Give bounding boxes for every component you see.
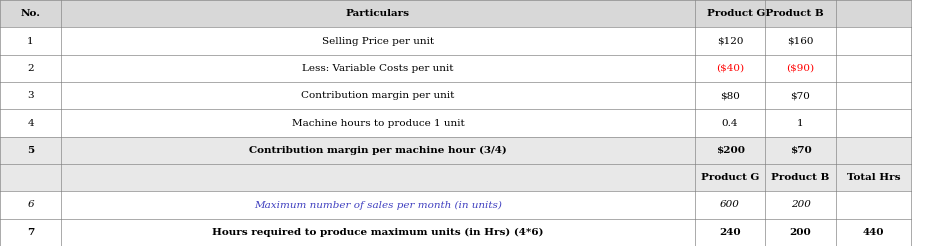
Bar xyxy=(0,27,911,55)
Text: $160: $160 xyxy=(787,36,814,46)
Text: No.: No. xyxy=(21,9,40,18)
Text: $200: $200 xyxy=(716,146,745,155)
Text: 200: 200 xyxy=(790,228,811,237)
Bar xyxy=(0,82,911,109)
Bar xyxy=(0,109,911,137)
Text: 1: 1 xyxy=(27,36,34,46)
Text: Product G: Product G xyxy=(700,173,760,182)
Text: 600: 600 xyxy=(720,200,740,210)
Bar xyxy=(0,0,911,27)
Bar xyxy=(0,164,911,191)
Bar xyxy=(0,55,911,82)
Text: 4: 4 xyxy=(27,119,34,127)
Text: Particulars: Particulars xyxy=(346,9,410,18)
Text: $80: $80 xyxy=(720,91,740,100)
Text: 440: 440 xyxy=(863,228,884,237)
Bar xyxy=(0,137,911,164)
Text: 5: 5 xyxy=(27,146,34,155)
Text: Less: Variable Costs per unit: Less: Variable Costs per unit xyxy=(302,64,454,73)
Text: $70: $70 xyxy=(791,91,810,100)
Text: 0.4: 0.4 xyxy=(722,119,738,127)
Bar xyxy=(0,191,911,219)
Text: Contribution margin per unit: Contribution margin per unit xyxy=(301,91,454,100)
Text: ($40): ($40) xyxy=(716,64,744,73)
Text: 1: 1 xyxy=(797,119,804,127)
Text: Machine hours to produce 1 unit: Machine hours to produce 1 unit xyxy=(292,119,464,127)
Text: Total Hrs: Total Hrs xyxy=(847,173,900,182)
Text: 7: 7 xyxy=(27,228,34,237)
Text: Product GProduct B: Product GProduct B xyxy=(707,9,824,18)
Text: Hours required to produce maximum units (in Hrs) (4*6): Hours required to produce maximum units … xyxy=(212,228,544,237)
Text: Maximum number of sales per month (in units): Maximum number of sales per month (in un… xyxy=(254,200,501,210)
Text: 240: 240 xyxy=(719,228,741,237)
Text: Selling Price per unit: Selling Price per unit xyxy=(322,36,434,46)
Text: ($90): ($90) xyxy=(787,64,814,73)
Text: 3: 3 xyxy=(27,91,34,100)
Text: $70: $70 xyxy=(790,146,811,155)
Bar xyxy=(0,219,911,246)
Text: Product B: Product B xyxy=(771,173,830,182)
Text: Contribution margin per machine hour (3/4): Contribution margin per machine hour (3/… xyxy=(249,146,507,155)
Text: $120: $120 xyxy=(716,36,744,46)
Text: 2: 2 xyxy=(27,64,34,73)
Text: 6: 6 xyxy=(27,200,34,210)
Text: 200: 200 xyxy=(791,200,810,210)
